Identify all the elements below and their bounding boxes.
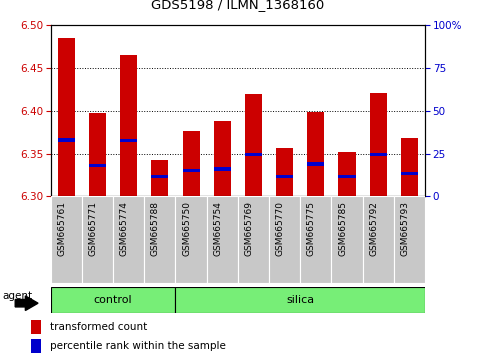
Text: GSM665750: GSM665750 <box>182 201 191 256</box>
Bar <box>113 196 144 283</box>
Text: agent: agent <box>2 291 33 301</box>
Bar <box>339 152 355 196</box>
Text: GDS5198 / ILMN_1368160: GDS5198 / ILMN_1368160 <box>151 0 325 11</box>
Text: percentile rank within the sample: percentile rank within the sample <box>50 341 226 351</box>
Bar <box>300 196 331 283</box>
Bar <box>276 148 293 196</box>
Text: GSM665793: GSM665793 <box>400 201 410 256</box>
Bar <box>31 320 42 334</box>
Bar <box>183 131 199 196</box>
Text: control: control <box>94 295 132 305</box>
Text: GSM665754: GSM665754 <box>213 201 222 256</box>
Bar <box>82 196 113 283</box>
Bar <box>51 196 82 283</box>
Bar <box>238 196 269 283</box>
Text: GSM665770: GSM665770 <box>276 201 284 256</box>
Bar <box>175 287 425 313</box>
Bar <box>339 175 355 178</box>
Bar <box>401 138 418 196</box>
Bar <box>369 93 387 196</box>
Bar <box>58 138 75 142</box>
Bar <box>151 160 169 196</box>
Text: GSM665769: GSM665769 <box>244 201 254 256</box>
Bar <box>307 112 325 196</box>
Bar <box>369 153 387 156</box>
Bar <box>363 196 394 283</box>
Bar <box>58 38 75 196</box>
Bar <box>51 287 175 313</box>
Bar <box>245 94 262 196</box>
Bar <box>120 55 137 196</box>
Bar <box>394 196 425 283</box>
Bar <box>276 175 293 178</box>
Text: GSM665774: GSM665774 <box>120 201 128 256</box>
Bar <box>307 162 325 166</box>
Bar <box>183 169 199 172</box>
Bar <box>213 121 231 196</box>
Text: GSM665792: GSM665792 <box>369 201 378 256</box>
Text: silica: silica <box>286 295 314 305</box>
Bar <box>245 153 262 156</box>
Bar <box>207 196 238 283</box>
Bar <box>31 339 42 353</box>
Bar <box>175 196 207 283</box>
Bar <box>120 139 137 142</box>
Text: GSM665771: GSM665771 <box>88 201 98 256</box>
FancyArrow shape <box>15 296 38 310</box>
Bar <box>151 175 169 178</box>
Text: GSM665775: GSM665775 <box>307 201 316 256</box>
Bar <box>213 167 231 171</box>
Bar <box>269 196 300 283</box>
Text: GSM665788: GSM665788 <box>151 201 160 256</box>
Text: GSM665785: GSM665785 <box>338 201 347 256</box>
Bar <box>89 164 106 167</box>
Bar <box>89 113 106 196</box>
Bar <box>401 172 418 175</box>
Bar <box>331 196 363 283</box>
Text: transformed count: transformed count <box>50 322 147 332</box>
Bar <box>144 196 175 283</box>
Text: GSM665761: GSM665761 <box>57 201 66 256</box>
